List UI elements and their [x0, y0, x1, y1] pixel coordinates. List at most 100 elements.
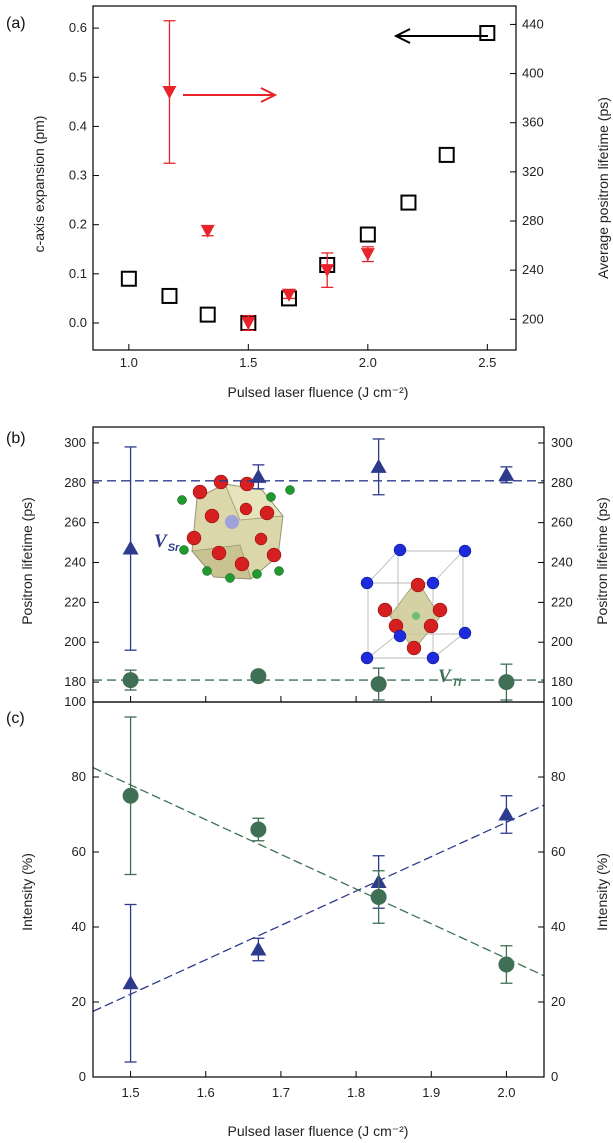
b-ytick-left-label-0: 180 — [64, 674, 86, 689]
vsr-label: VSr — [154, 531, 180, 554]
b-s1-point-1 — [250, 668, 267, 685]
b-ytick-left-label-2: 220 — [64, 594, 86, 609]
a-ytick-left-label-3: 0.3 — [69, 168, 87, 183]
a-s0-point-2 — [199, 306, 216, 323]
a-s0-point-7 — [400, 194, 417, 211]
panel-c-ylabel-right: Intensity (%) — [594, 853, 610, 931]
panel-c-ylabel-left: Intensity (%) — [19, 853, 35, 931]
a-s0-point-9 — [479, 25, 496, 42]
a-s1-point-3 — [281, 288, 296, 302]
c-ytick-right-label-5: 100 — [551, 694, 573, 709]
c-trend-line-0 — [92, 804, 545, 1012]
b-ytick-right-label-1: 200 — [551, 634, 573, 649]
arrow-left-black — [393, 28, 488, 44]
b-ytick-right-label-2: 220 — [551, 594, 573, 609]
b-ytick-left-label-1: 200 — [64, 634, 86, 649]
b-ytick-left-label-3: 240 — [64, 555, 86, 570]
panel-b-ticks: 180 180 200 200 220 220 240 240 260 260 280 280 300 3… — [64, 435, 573, 702]
panel-c-xlabel: Pulsed laser fluence (J cm⁻²) — [228, 1123, 409, 1139]
panel-c-frame — [92, 701, 545, 1078]
a-s1-point-1 — [200, 224, 215, 238]
panel-b-ylabel-left: Positron lifetime (ps) — [19, 497, 35, 625]
panel-c-label: (c) — [6, 710, 25, 727]
a-xtick-label-2: 2.0 — [359, 355, 377, 370]
panel-a-frame — [92, 5, 517, 351]
panel-a-ylabel-right: Average positron lifetime (ps) — [595, 97, 611, 279]
panel-c: (c) Intensity (%) Intensity (%) Pulsed l… — [6, 694, 610, 1139]
panel-b-ylabel-right: Positron lifetime (ps) — [594, 497, 610, 625]
b-ytick-right-label-0: 180 — [551, 674, 573, 689]
a-ytick-left-label-6: 0.6 — [69, 20, 87, 35]
panel-b: (b) Positron lifetime (ps) Positron life… — [6, 426, 610, 703]
c-s1-point-3 — [498, 956, 515, 973]
c-ytick-right-label-4: 80 — [551, 769, 565, 784]
c-ytick-right-label-0: 0 — [551, 1069, 558, 1084]
a-s1-point-5 — [360, 248, 375, 262]
c-xtick-label-5: 2.0 — [497, 1085, 515, 1100]
b-s0-point-1 — [250, 468, 267, 483]
c-ytick-right-label-1: 20 — [551, 994, 565, 1009]
c-s0-point-3 — [498, 806, 515, 821]
a-ytick-right-label-6: 440 — [522, 16, 544, 31]
b-ytick-right-label-3: 240 — [551, 555, 573, 570]
c-xtick-label-4: 1.9 — [422, 1085, 440, 1100]
panel-a-label: (a) — [6, 15, 26, 32]
c-xtick-label-0: 1.5 — [122, 1085, 140, 1100]
panel-a-xlabel: Pulsed laser fluence (J cm⁻²) — [228, 384, 409, 400]
panel-b-frame — [92, 426, 545, 703]
a-xtick-label-0: 1.0 — [120, 355, 138, 370]
a-s1-point-2 — [241, 316, 256, 330]
c-ytick-left-label-2: 40 — [72, 919, 86, 934]
arrow-right-red — [183, 87, 278, 103]
b-s1-point-0 — [122, 672, 139, 689]
a-ytick-left-label-0: 0.0 — [69, 315, 87, 330]
vti-label: VTi — [438, 666, 462, 689]
c-ytick-left-label-3: 60 — [72, 844, 86, 859]
c-s0-point-0 — [122, 975, 139, 990]
a-s0-point-6 — [359, 226, 376, 243]
c-ytick-left-label-4: 80 — [72, 769, 86, 784]
b-s0-point-3 — [498, 466, 515, 481]
a-s1-point-0 — [162, 86, 177, 99]
panel-a: (a) c-axis expansion (pm) Average positr… — [6, 5, 611, 400]
c-s1-point-2 — [370, 889, 387, 905]
vti-crystal-illustration — [360, 543, 472, 665]
c-ytick-right-label-2: 40 — [551, 919, 565, 934]
c-ytick-left-label-5: 100 — [64, 694, 86, 709]
a-s1-point-4 — [320, 264, 335, 278]
a-ytick-left-label-5: 0.5 — [69, 69, 87, 84]
a-s0-point-8 — [438, 146, 455, 163]
b-s1-point-2 — [370, 676, 387, 693]
a-ytick-left-label-1: 0.1 — [69, 266, 87, 281]
panel-c-marks — [92, 716, 545, 1063]
a-s0-point-1 — [161, 287, 178, 304]
a-ytick-right-label-3: 320 — [522, 164, 544, 179]
vsr-crystal-illustration — [177, 474, 295, 583]
b-s1-point-3 — [498, 674, 515, 691]
c-ytick-left-label-0: 0 — [79, 1069, 86, 1084]
panel-a-ylabel-left: c-axis expansion (pm) — [31, 116, 47, 253]
a-ytick-right-label-0: 200 — [522, 311, 544, 326]
c-xtick-label-2: 1.7 — [272, 1085, 290, 1100]
b-ytick-right-label-6: 300 — [551, 435, 573, 450]
a-ytick-left-label-4: 0.4 — [69, 118, 87, 133]
c-s0-point-1 — [250, 941, 267, 956]
c-s1-point-0 — [122, 787, 139, 804]
a-ytick-right-label-2: 280 — [522, 213, 544, 228]
c-ytick-left-label-1: 20 — [72, 994, 86, 1009]
a-ytick-right-label-4: 360 — [522, 115, 544, 130]
b-ytick-left-label-5: 280 — [64, 475, 86, 490]
panel-a-ticks: 1.0 1.5 2.0 2.5 0.0 0.1 0.2 0.3 0.4 0.5 0.6 200 240 2… — [69, 16, 544, 370]
b-ytick-right-label-5: 280 — [551, 475, 573, 490]
c-s1-point-1 — [250, 821, 267, 838]
c-ytick-right-label-3: 60 — [551, 844, 565, 859]
a-xtick-label-3: 2.5 — [478, 355, 496, 370]
a-xtick-label-1: 1.5 — [239, 355, 257, 370]
panel-a-marks — [120, 20, 496, 331]
a-ytick-right-label-1: 240 — [522, 262, 544, 277]
panel-b-marks — [93, 438, 544, 701]
b-ytick-left-label-6: 300 — [64, 435, 86, 450]
b-ytick-right-label-4: 260 — [551, 515, 573, 530]
panel-b-label: (b) — [6, 430, 26, 447]
